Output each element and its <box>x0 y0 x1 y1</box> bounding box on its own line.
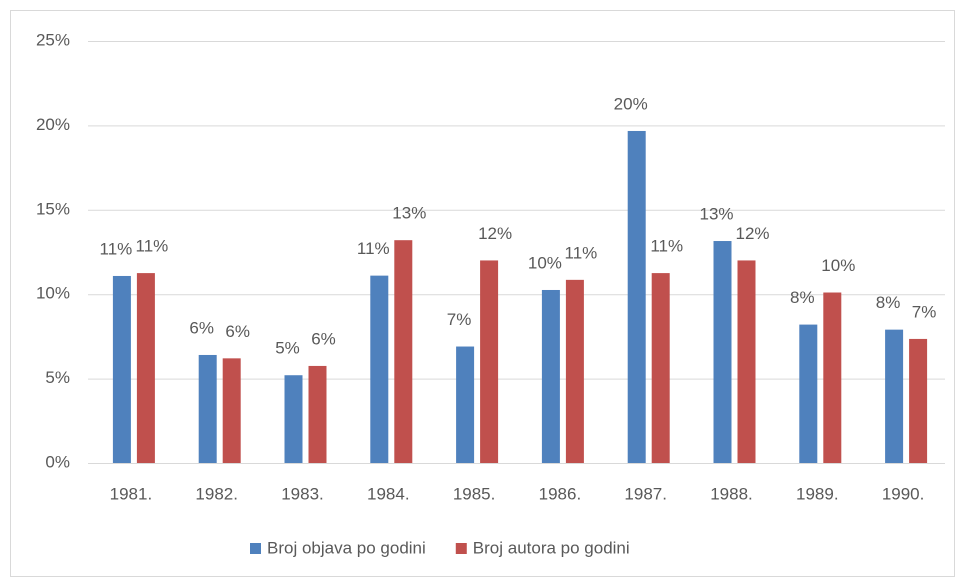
bar <box>565 279 584 463</box>
x-tick-label: 1987. <box>624 484 667 503</box>
bar <box>112 275 131 463</box>
data-label: 6% <box>311 329 336 348</box>
data-label: 8% <box>876 293 901 312</box>
x-tick-label: 1990. <box>882 484 925 503</box>
data-label: 6% <box>225 322 250 341</box>
y-tick-label: 0% <box>45 452 70 471</box>
y-tick-label: 10% <box>36 284 70 303</box>
y-tick-label: 15% <box>36 199 70 218</box>
bar <box>136 273 155 463</box>
data-label: 20% <box>614 94 648 113</box>
data-label: 11% <box>357 239 390 258</box>
x-tick-label: 1983. <box>281 484 324 503</box>
data-label: 12% <box>478 224 512 243</box>
data-label: 11% <box>650 237 683 256</box>
data-label: 11% <box>100 239 133 258</box>
x-tick-label: 1989. <box>796 484 839 503</box>
legend-label: Broj autora po godini <box>473 538 630 557</box>
data-label: 10% <box>821 256 855 275</box>
data-label: 11% <box>565 243 598 262</box>
data-label: 7% <box>912 302 937 321</box>
data-label: 6% <box>189 318 214 337</box>
bar <box>198 354 217 463</box>
bar <box>909 338 928 463</box>
data-label: 13% <box>392 204 426 223</box>
bar <box>737 260 756 463</box>
bar <box>713 241 732 463</box>
bar <box>480 260 499 463</box>
data-label: 7% <box>447 310 472 329</box>
bar <box>394 240 413 463</box>
data-label: 12% <box>735 224 769 243</box>
bar <box>222 358 241 463</box>
x-tick-label: 1981. <box>110 484 153 503</box>
bar <box>885 329 904 463</box>
x-tick-label: 1984. <box>367 484 410 503</box>
bar <box>823 292 842 463</box>
bar <box>651 273 670 463</box>
y-tick-label: 25% <box>36 30 70 49</box>
bar <box>308 365 327 463</box>
data-label: 5% <box>275 339 300 358</box>
data-label: 13% <box>699 205 733 224</box>
legend-swatch <box>250 543 261 554</box>
bar <box>799 324 818 463</box>
x-tick-label: 1988. <box>710 484 753 503</box>
x-tick-label: 1986. <box>539 484 582 503</box>
legend-label: Broj objava po godini <box>267 538 426 557</box>
bar <box>284 375 303 463</box>
bar <box>370 275 389 463</box>
bar <box>541 289 560 463</box>
y-tick-label: 20% <box>36 115 70 134</box>
x-tick-label: 1982. <box>195 484 238 503</box>
data-label: 10% <box>528 253 562 272</box>
bar <box>456 346 475 463</box>
x-tick-label: 1985. <box>453 484 496 503</box>
bar <box>627 130 646 463</box>
y-tick-label: 5% <box>45 368 70 387</box>
data-label: 11% <box>136 237 169 256</box>
data-label: 8% <box>790 288 815 307</box>
legend-swatch <box>455 543 467 554</box>
